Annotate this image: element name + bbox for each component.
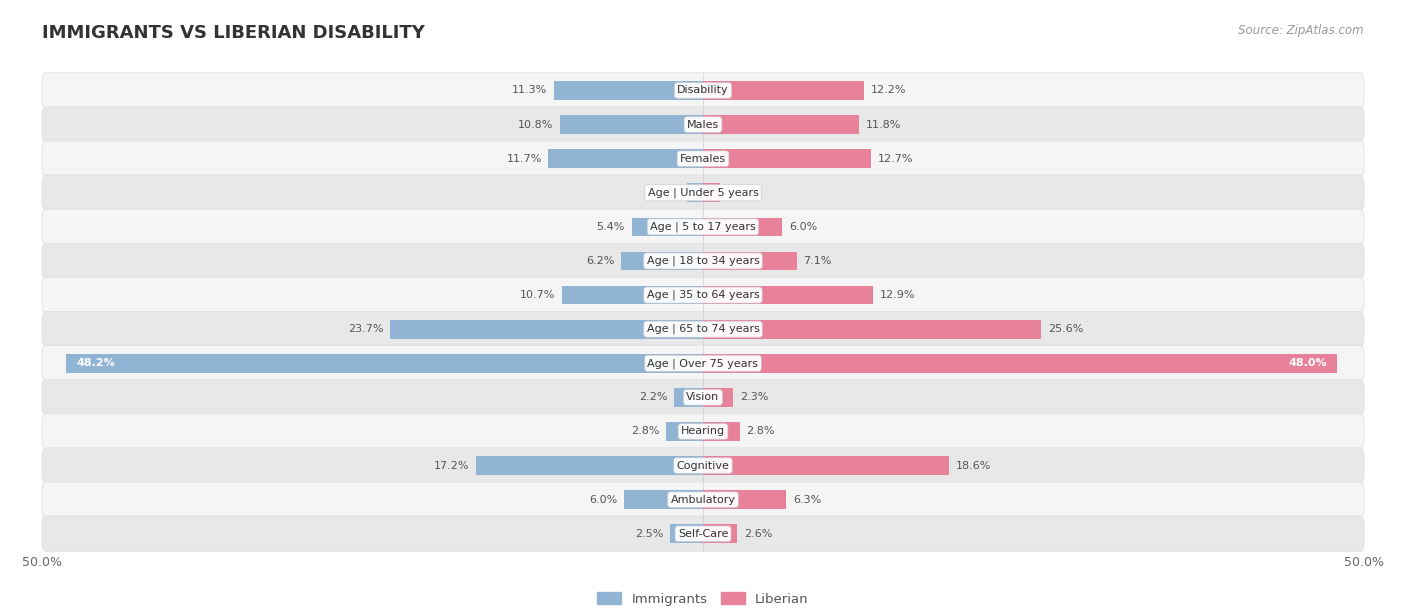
Text: 18.6%: 18.6% — [956, 461, 991, 471]
Bar — [703, 252, 797, 271]
Text: 6.0%: 6.0% — [789, 222, 817, 232]
Bar — [703, 456, 949, 475]
Text: 12.9%: 12.9% — [880, 290, 915, 300]
Bar — [703, 149, 870, 168]
Text: Age | 65 to 74 years: Age | 65 to 74 years — [647, 324, 759, 334]
Bar — [475, 456, 703, 475]
Text: 7.1%: 7.1% — [803, 256, 832, 266]
FancyBboxPatch shape — [42, 107, 1364, 143]
Text: IMMIGRANTS VS LIBERIAN DISABILITY: IMMIGRANTS VS LIBERIAN DISABILITY — [42, 24, 425, 42]
Bar — [703, 490, 786, 509]
Text: Age | 5 to 17 years: Age | 5 to 17 years — [650, 222, 756, 232]
Bar — [688, 184, 703, 202]
FancyBboxPatch shape — [42, 312, 1364, 347]
Text: 10.8%: 10.8% — [519, 119, 554, 130]
Bar — [703, 81, 865, 100]
Text: Age | Under 5 years: Age | Under 5 years — [648, 187, 758, 198]
Bar — [631, 217, 703, 236]
Text: Age | 35 to 64 years: Age | 35 to 64 years — [647, 290, 759, 300]
FancyBboxPatch shape — [42, 73, 1364, 108]
Text: Source: ZipAtlas.com: Source: ZipAtlas.com — [1239, 24, 1364, 37]
Bar — [703, 388, 734, 407]
Text: 12.7%: 12.7% — [877, 154, 912, 163]
Text: 10.7%: 10.7% — [520, 290, 555, 300]
Bar — [703, 184, 720, 202]
Text: 2.2%: 2.2% — [638, 392, 668, 402]
Legend: Immigrants, Liberian: Immigrants, Liberian — [592, 587, 814, 611]
FancyBboxPatch shape — [42, 482, 1364, 517]
Text: 11.7%: 11.7% — [506, 154, 541, 163]
Bar — [561, 286, 703, 304]
Text: 6.3%: 6.3% — [793, 494, 821, 505]
Bar — [389, 320, 703, 338]
FancyBboxPatch shape — [42, 141, 1364, 176]
Text: 6.2%: 6.2% — [586, 256, 614, 266]
Text: 48.0%: 48.0% — [1288, 358, 1327, 368]
Text: 25.6%: 25.6% — [1047, 324, 1084, 334]
FancyBboxPatch shape — [42, 414, 1364, 449]
Text: 2.8%: 2.8% — [747, 427, 775, 436]
Text: Age | Over 75 years: Age | Over 75 years — [648, 358, 758, 368]
FancyBboxPatch shape — [42, 516, 1364, 551]
Text: Vision: Vision — [686, 392, 720, 402]
Bar — [66, 354, 703, 373]
Text: Age | 18 to 34 years: Age | 18 to 34 years — [647, 256, 759, 266]
Text: Ambulatory: Ambulatory — [671, 494, 735, 505]
Bar — [703, 115, 859, 134]
Text: Cognitive: Cognitive — [676, 461, 730, 471]
Text: Females: Females — [681, 154, 725, 163]
Bar — [624, 490, 703, 509]
Text: 2.5%: 2.5% — [636, 529, 664, 539]
Bar — [560, 115, 703, 134]
Bar — [669, 524, 703, 543]
Bar — [621, 252, 703, 271]
Text: Hearing: Hearing — [681, 427, 725, 436]
FancyBboxPatch shape — [42, 243, 1364, 278]
Bar — [703, 320, 1042, 338]
Text: 17.2%: 17.2% — [433, 461, 470, 471]
Text: 48.2%: 48.2% — [76, 358, 115, 368]
Bar — [673, 388, 703, 407]
Text: Males: Males — [688, 119, 718, 130]
Bar — [703, 422, 740, 441]
Bar — [666, 422, 703, 441]
Text: 1.3%: 1.3% — [727, 188, 755, 198]
Text: Disability: Disability — [678, 86, 728, 95]
Text: 5.4%: 5.4% — [596, 222, 626, 232]
Text: 11.3%: 11.3% — [512, 86, 547, 95]
Text: 23.7%: 23.7% — [347, 324, 384, 334]
Text: 2.6%: 2.6% — [744, 529, 772, 539]
FancyBboxPatch shape — [42, 175, 1364, 211]
Bar — [703, 217, 782, 236]
Text: 2.3%: 2.3% — [740, 392, 769, 402]
Bar — [703, 524, 737, 543]
Text: Self-Care: Self-Care — [678, 529, 728, 539]
FancyBboxPatch shape — [42, 346, 1364, 381]
FancyBboxPatch shape — [42, 277, 1364, 313]
Text: 2.8%: 2.8% — [631, 427, 659, 436]
Text: 11.8%: 11.8% — [866, 119, 901, 130]
FancyBboxPatch shape — [42, 209, 1364, 245]
FancyBboxPatch shape — [42, 448, 1364, 483]
FancyBboxPatch shape — [42, 379, 1364, 415]
Bar — [554, 81, 703, 100]
Text: 1.2%: 1.2% — [652, 188, 681, 198]
Bar — [548, 149, 703, 168]
Text: 12.2%: 12.2% — [870, 86, 907, 95]
Text: 6.0%: 6.0% — [589, 494, 617, 505]
Bar — [703, 354, 1337, 373]
Bar — [703, 286, 873, 304]
